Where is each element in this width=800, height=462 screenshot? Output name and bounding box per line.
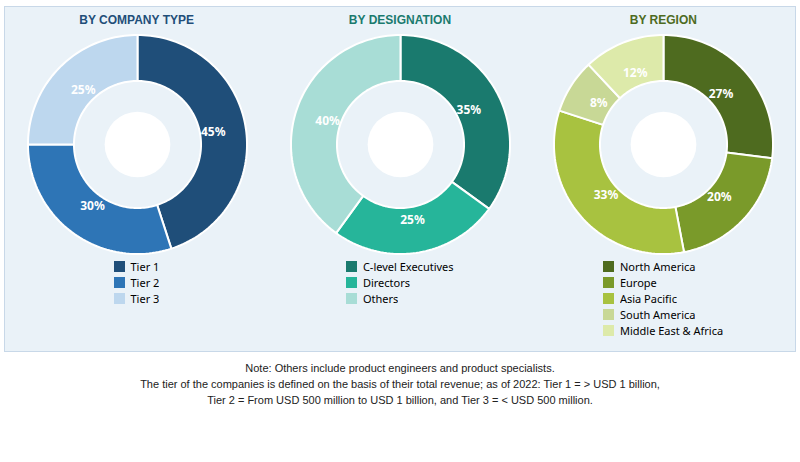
html-text:Directors: Directors [362,275,410,290]
html-text:BY DESIGNATION: BY DESIGNATION [348,13,452,27]
html-text:The tier of the companies is d: The tier of the companies is defined on … [140,377,660,390]
html-text:Note: Others include product e: Note: Others include product engineers a… [245,361,555,374]
html-text:Europe: Europe [620,275,657,290]
html-text:C-level Executives: C-level Executives [362,259,454,274]
html-text:Tier 2: Tier 2 [130,275,160,290]
svg-text:8%: 8% [590,94,608,111]
svg-text:33%: 33% [594,186,619,203]
svg-text:20%: 20% [707,188,732,205]
svg-text:25%: 25% [71,81,96,98]
svg-text:30%: 30% [80,197,105,214]
svg-text:12%: 12% [623,64,648,81]
html-text:BY COMPANY TYPE: BY COMPANY TYPE [79,13,194,27]
html-text:South America: South America [620,307,696,322]
html-text:Middle East & Africa: Middle East & Africa [620,323,724,338]
svg-text:27%: 27% [709,85,734,102]
html-text:Tier 2 = From USD 500 million: Tier 2 = From USD 500 million to USD 1 b… [207,393,593,406]
svg-text:35%: 35% [457,101,482,118]
html-text:North America: North America [620,259,696,274]
html-text:Tier 1: Tier 1 [130,259,160,274]
svg-text:45%: 45% [201,123,226,140]
svg-text:40%: 40% [315,112,340,129]
html-text:Asia Pacific: Asia Pacific [620,291,677,306]
html-text:Others: Others [362,291,399,306]
svg-text:25%: 25% [400,211,425,228]
html-text:Tier 3: Tier 3 [130,291,160,306]
html-text:BY REGION: BY REGION [629,13,697,27]
